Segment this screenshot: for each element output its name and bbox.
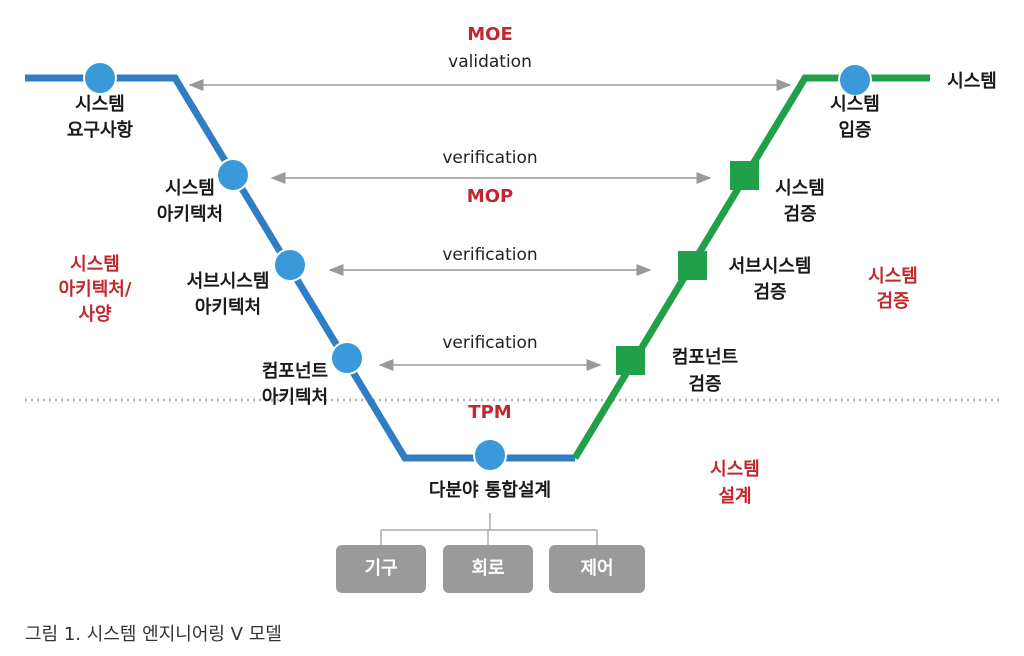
bottom-node: 다분야 통합설계: [429, 479, 551, 501]
node-label: 시스템: [830, 94, 880, 115]
labels: MOE validation verification MOP verifica…: [25, 24, 997, 645]
validation: validation: [448, 52, 532, 72]
verification: verification: [442, 245, 537, 265]
arrows: [188, 79, 792, 371]
end-label: 시스템: [947, 71, 997, 92]
node-label: 아키텍처: [157, 204, 223, 225]
node-label: 시스템: [165, 178, 215, 199]
node-label: 컴포넌트: [262, 361, 328, 382]
phase-label: 시스템: [70, 254, 120, 275]
node-label: 아키텍처: [262, 387, 328, 408]
node-label: 시스템: [75, 94, 125, 115]
node-label: 서브시스템: [187, 271, 270, 292]
phase-label: 아키텍처/: [59, 279, 132, 300]
verify-line: [572, 74, 930, 460]
verification: verification: [442, 148, 537, 168]
node-label: 서브시스템: [729, 256, 812, 277]
mop: MOP: [467, 186, 513, 207]
circle-nodes: [83, 61, 872, 472]
phase-label: 사양: [78, 304, 112, 325]
moe: MOE: [467, 24, 513, 45]
node-label: 검증: [688, 374, 721, 395]
caption: 그림 1. 시스템 엔지니어링 V 모델: [25, 624, 282, 645]
node-label: 요구사항: [67, 120, 134, 141]
node-label: 컴포넌트: [672, 347, 738, 368]
node-label: 입증: [838, 119, 871, 141]
phase-label: 설계: [718, 486, 751, 507]
tpm: TPM: [468, 402, 511, 423]
discipline: 제어: [580, 558, 613, 579]
discipline: 기구: [364, 558, 397, 579]
square-nodes: [616, 161, 759, 375]
node-label: 검증: [753, 282, 786, 303]
tree-lines: [380, 513, 598, 545]
phase-label: 시스템: [710, 459, 760, 480]
node-label: 시스템: [775, 178, 825, 199]
discipline: 회로: [471, 558, 504, 579]
phase-label: 검증: [876, 291, 909, 312]
node-label: 아키텍처: [195, 297, 261, 318]
phase-label: 시스템: [868, 266, 918, 287]
discipline-boxes: [336, 545, 645, 593]
verification: verification: [442, 333, 537, 353]
node-label: 검증: [783, 204, 816, 225]
